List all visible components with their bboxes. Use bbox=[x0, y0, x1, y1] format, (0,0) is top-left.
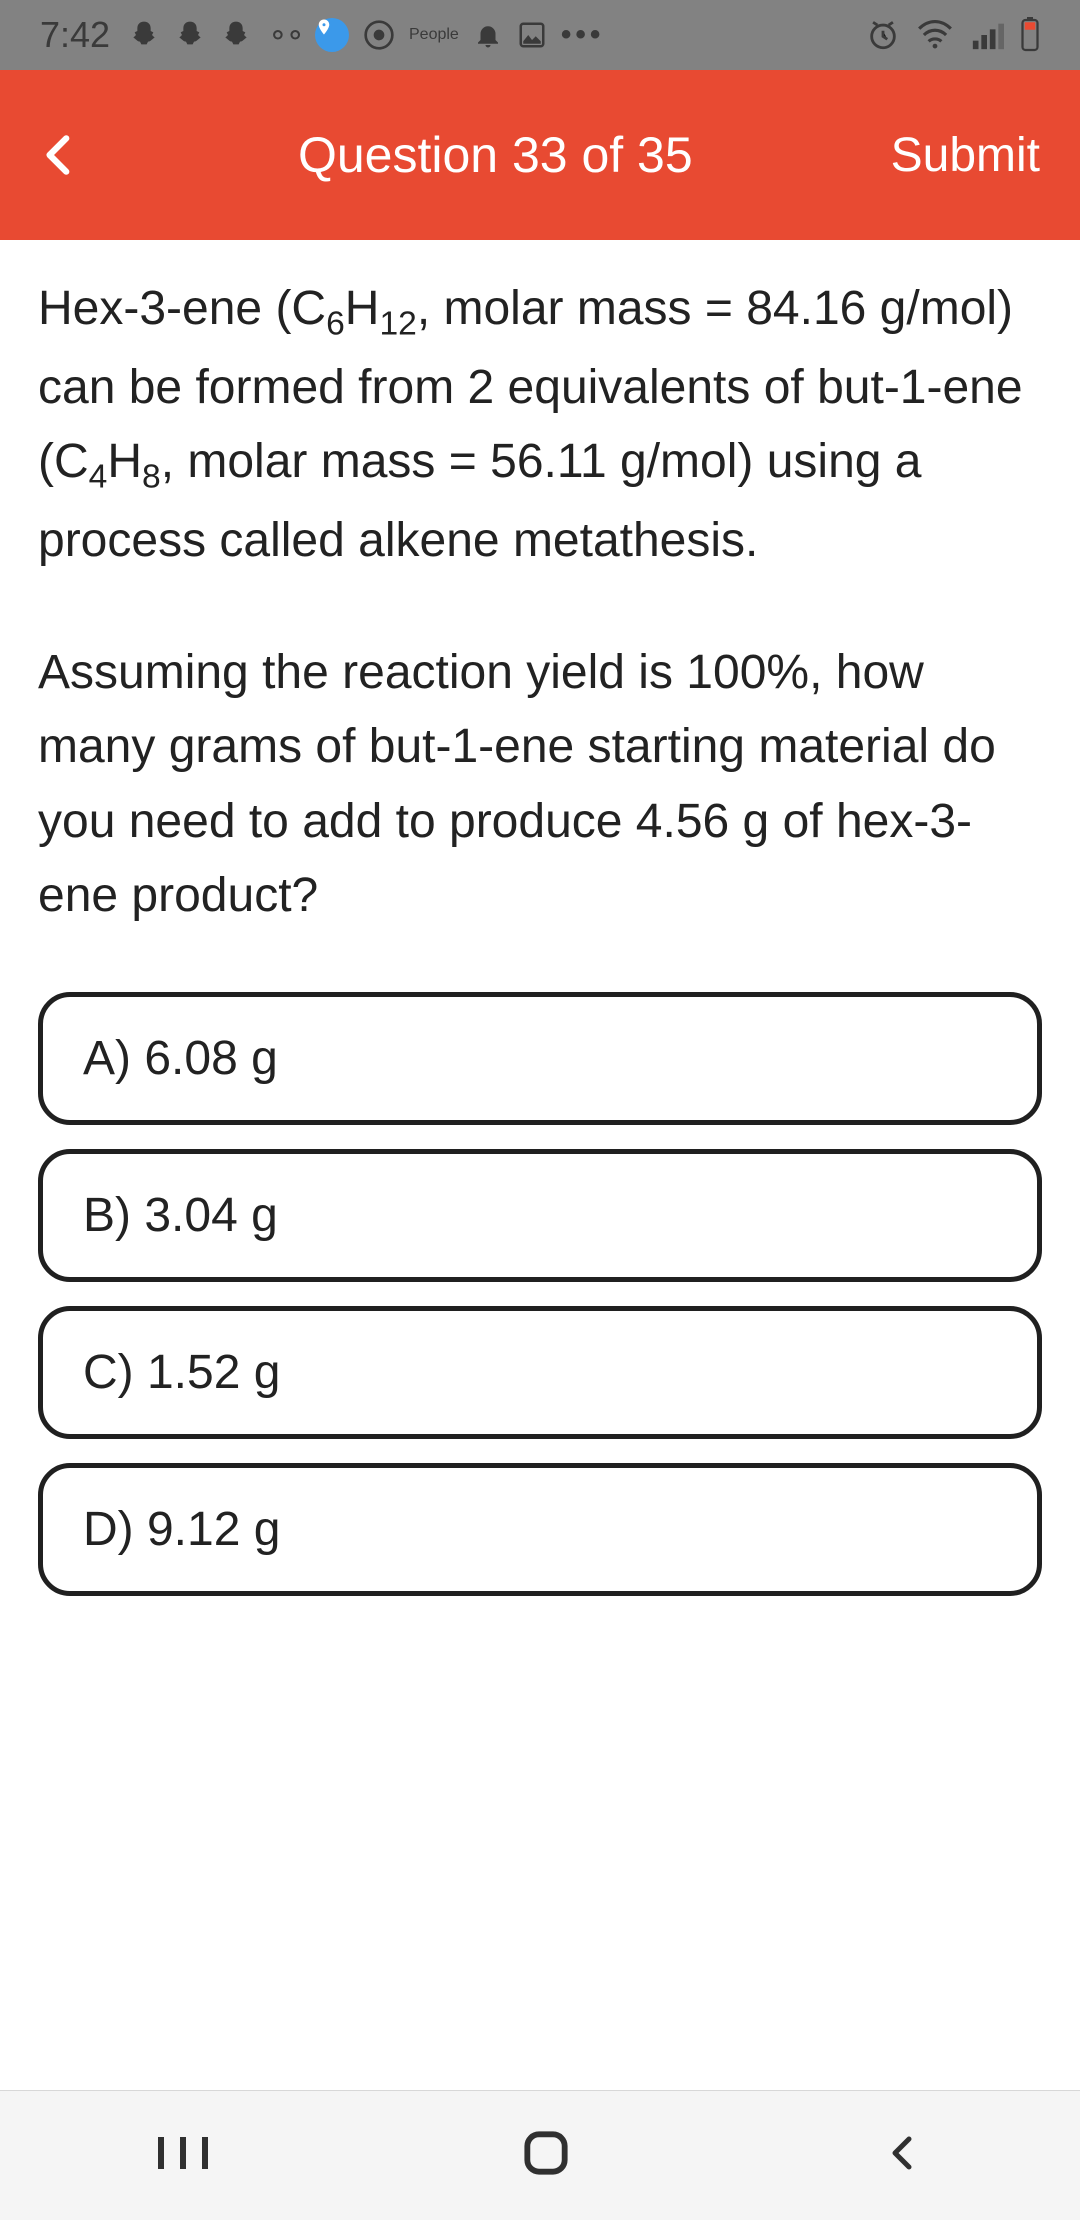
home-button[interactable] bbox=[518, 2125, 574, 2186]
text-fragment: H bbox=[107, 435, 142, 488]
bell-icon bbox=[473, 20, 503, 50]
status-notification-icons: ⚬⚬ People ••• bbox=[128, 18, 604, 52]
battery-icon bbox=[1020, 17, 1040, 53]
people-label: People bbox=[409, 26, 459, 44]
question-paragraph-2: Assuming the reaction yield is 100%, how… bbox=[38, 636, 1042, 934]
snapchat-icon bbox=[128, 19, 160, 51]
chrome-icon bbox=[363, 19, 395, 51]
chevron-left-icon bbox=[879, 2129, 927, 2177]
subscript: 6 bbox=[326, 306, 345, 343]
status-time: 7:42 bbox=[40, 14, 110, 56]
answer-options: A) 6.08 g B) 3.04 g C) 1.52 g D) 9.12 g bbox=[38, 992, 1042, 1596]
subscript: 4 bbox=[89, 459, 108, 496]
option-d[interactable]: D) 9.12 g bbox=[38, 1463, 1042, 1596]
option-c[interactable]: C) 1.52 g bbox=[38, 1306, 1042, 1439]
question-counter: Question 33 of 35 bbox=[100, 126, 891, 184]
option-a[interactable]: A) 6.08 g bbox=[38, 992, 1042, 1125]
voicemail-icon: ⚬⚬ bbox=[266, 19, 301, 52]
text-fragment: Hex-3-ene (C bbox=[38, 282, 326, 335]
text-fragment: , molar mass = 56.11 g/mol) using a proc… bbox=[38, 435, 921, 567]
subscript: 8 bbox=[142, 459, 161, 496]
status-right bbox=[866, 16, 1040, 54]
system-nav-bar bbox=[0, 2090, 1080, 2220]
app-header: Question 33 of 35 Submit bbox=[0, 70, 1080, 240]
question-content: Hex-3-ene (C6H12, molar mass = 84.16 g/m… bbox=[0, 240, 1080, 1596]
more-icon: ••• bbox=[561, 18, 605, 52]
location-pin-icon bbox=[315, 18, 349, 52]
home-icon bbox=[518, 2125, 574, 2181]
image-icon bbox=[517, 20, 547, 50]
recents-icon bbox=[153, 2128, 213, 2178]
snapchat-icon bbox=[220, 19, 252, 51]
option-b[interactable]: B) 3.04 g bbox=[38, 1149, 1042, 1282]
signal-icon bbox=[970, 18, 1004, 52]
recents-button[interactable] bbox=[153, 2128, 213, 2183]
subscript: 12 bbox=[379, 306, 416, 343]
chevron-left-icon bbox=[35, 120, 85, 190]
text-fragment: H bbox=[345, 282, 380, 335]
back-button[interactable] bbox=[20, 115, 100, 195]
alarm-icon bbox=[866, 18, 900, 52]
status-left: 7:42 ⚬⚬ People ••• bbox=[40, 14, 604, 56]
question-paragraph-1: Hex-3-ene (C6H12, molar mass = 84.16 g/m… bbox=[38, 272, 1042, 578]
snapchat-icon bbox=[174, 19, 206, 51]
submit-button[interactable]: Submit bbox=[891, 128, 1040, 183]
nav-back-button[interactable] bbox=[879, 2129, 927, 2182]
question-text: Hex-3-ene (C6H12, molar mass = 84.16 g/m… bbox=[38, 272, 1042, 934]
wifi-icon bbox=[916, 16, 954, 54]
status-bar: 7:42 ⚬⚬ People ••• bbox=[0, 0, 1080, 70]
